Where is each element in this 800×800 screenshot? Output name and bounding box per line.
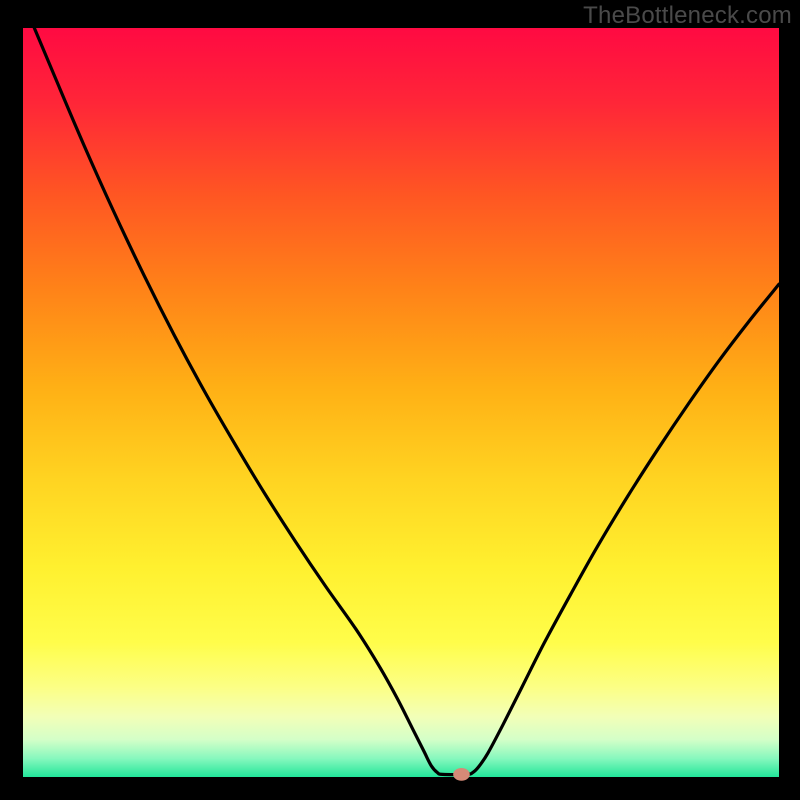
optimum-marker	[453, 768, 470, 781]
watermark-text: TheBottleneck.com	[583, 2, 792, 30]
plot-area	[23, 28, 779, 777]
chart-wrapper: TheBottleneck.com	[0, 0, 800, 800]
bottleneck-chart	[0, 0, 800, 800]
